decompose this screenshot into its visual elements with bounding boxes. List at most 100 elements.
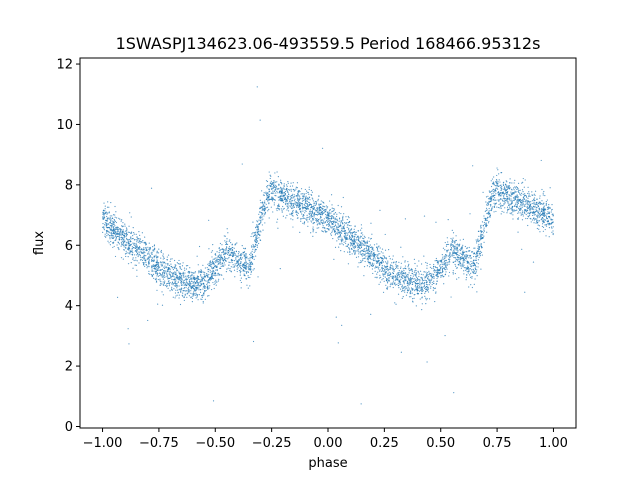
data-point — [317, 200, 319, 202]
data-point — [450, 247, 453, 249]
data-point — [357, 246, 360, 248]
data-point — [299, 204, 302, 207]
data-point — [335, 218, 337, 221]
data-point — [103, 215, 105, 217]
data-point — [506, 212, 508, 214]
data-point — [480, 231, 483, 233]
data-point — [365, 255, 367, 257]
data-point — [321, 147, 324, 149]
data-point — [378, 245, 380, 247]
data-point — [453, 392, 455, 394]
data-point — [536, 210, 539, 212]
data-point — [410, 276, 412, 279]
data-point — [456, 247, 459, 249]
data-point — [188, 272, 190, 274]
data-point — [369, 258, 372, 260]
data-point — [533, 222, 535, 224]
data-point — [215, 279, 217, 281]
data-point — [300, 193, 302, 195]
data-point — [459, 249, 462, 252]
data-point — [195, 282, 197, 284]
data-point — [330, 233, 332, 235]
data-point — [319, 203, 321, 205]
data-point — [353, 247, 355, 249]
data-point — [342, 219, 344, 221]
data-point — [125, 245, 127, 247]
data-point — [166, 285, 168, 287]
data-point — [498, 195, 500, 197]
data-point — [301, 193, 303, 195]
data-point — [130, 232, 132, 234]
data-point — [388, 277, 390, 279]
data-point — [161, 291, 163, 293]
data-point — [466, 247, 468, 249]
data-point — [113, 219, 115, 221]
data-point — [181, 278, 183, 280]
data-point — [378, 250, 380, 252]
data-point — [243, 273, 245, 275]
data-point — [514, 195, 516, 198]
data-point — [493, 205, 496, 208]
data-point — [123, 249, 125, 251]
data-point — [213, 287, 215, 290]
data-point — [326, 223, 328, 226]
data-point — [367, 260, 369, 263]
data-point — [532, 261, 535, 263]
data-point — [195, 297, 197, 299]
data-point — [429, 266, 431, 268]
data-point — [111, 229, 114, 232]
data-point — [417, 270, 419, 272]
data-point — [206, 273, 208, 275]
data-point — [345, 239, 347, 241]
data-point — [400, 283, 402, 285]
data-point — [456, 243, 459, 245]
data-point — [313, 205, 315, 208]
data-point — [123, 246, 125, 248]
data-point — [415, 274, 417, 276]
data-point — [372, 255, 375, 257]
data-point — [188, 295, 190, 297]
data-point — [345, 240, 347, 242]
data-point — [474, 268, 477, 271]
data-point — [494, 189, 496, 192]
data-point — [212, 278, 215, 280]
data-point — [142, 264, 145, 266]
data-point — [224, 256, 226, 259]
data-point — [517, 188, 519, 190]
data-point — [541, 188, 543, 191]
data-point — [206, 287, 208, 289]
data-point — [315, 219, 317, 222]
data-point — [460, 256, 462, 258]
data-point — [267, 200, 269, 202]
data-point — [181, 287, 183, 289]
data-point — [222, 248, 224, 251]
data-point — [162, 284, 165, 286]
data-point — [313, 207, 315, 209]
data-point — [162, 261, 164, 263]
data-point — [365, 244, 367, 246]
data-point — [511, 207, 513, 209]
data-point — [314, 209, 316, 211]
data-point — [110, 234, 112, 236]
data-point — [334, 218, 336, 220]
data-point — [257, 276, 259, 278]
data-point — [322, 201, 324, 203]
data-point — [290, 200, 292, 202]
data-point — [450, 244, 452, 246]
data-point — [138, 241, 140, 243]
data-point — [246, 284, 248, 286]
data-point — [442, 256, 444, 258]
data-point — [362, 250, 365, 252]
data-point — [514, 190, 516, 192]
data-point — [302, 222, 304, 224]
data-point — [482, 232, 485, 234]
data-point — [520, 207, 522, 209]
data-point — [439, 273, 441, 275]
data-point — [389, 266, 391, 268]
data-point — [179, 263, 182, 265]
data-point — [507, 198, 509, 200]
data-point — [142, 252, 144, 254]
data-point — [523, 209, 526, 211]
data-point — [183, 284, 186, 286]
data-point — [178, 279, 180, 281]
